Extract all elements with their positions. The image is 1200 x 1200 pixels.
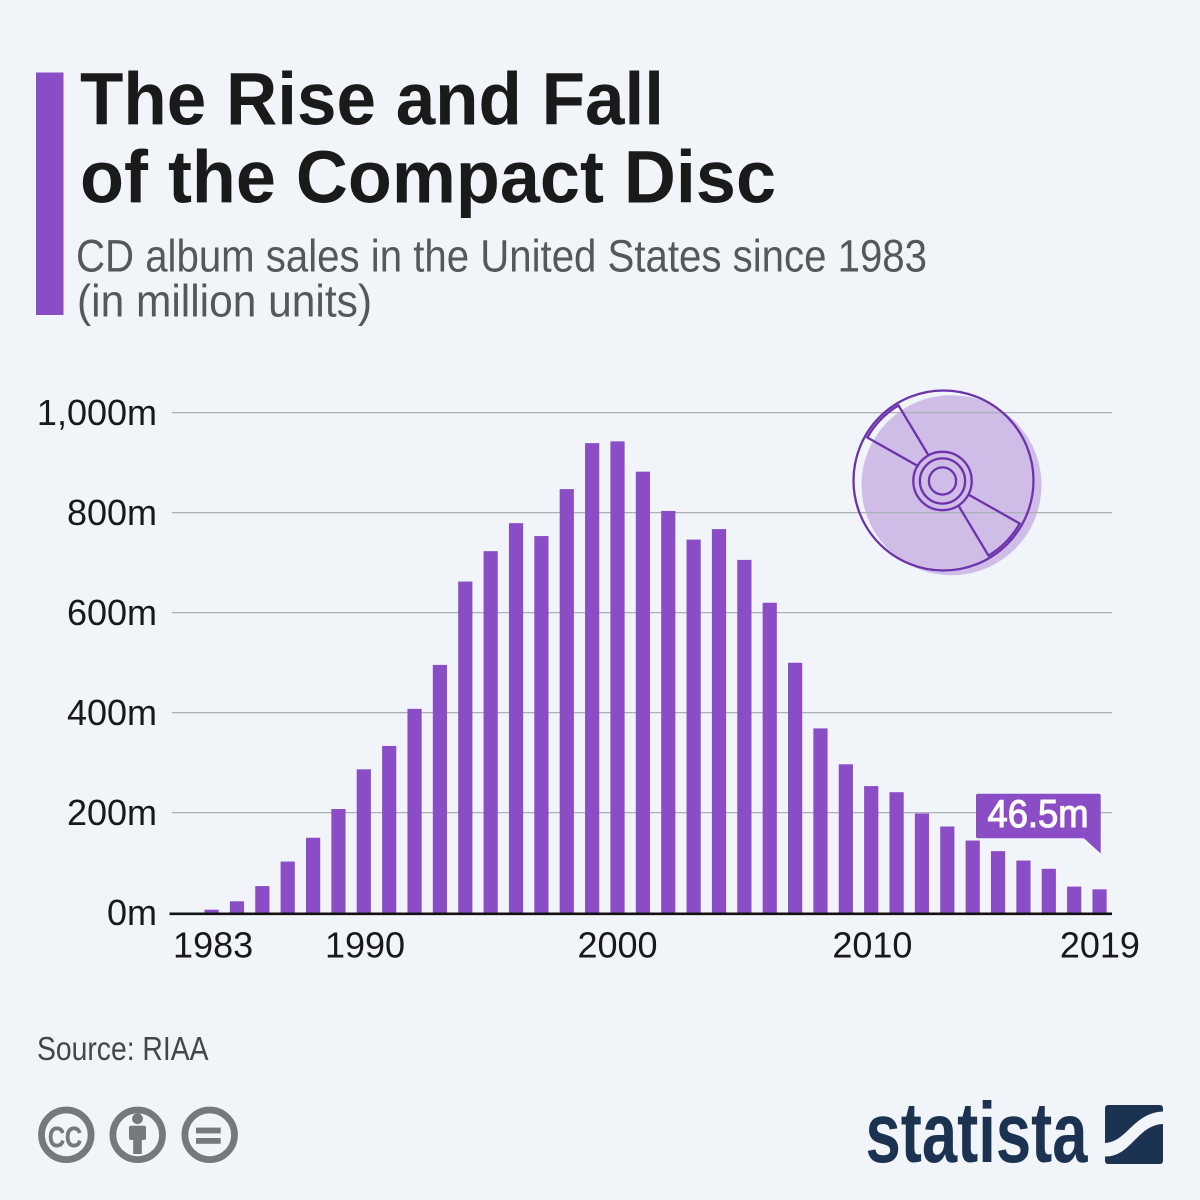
svg-text:400m: 400m [67, 692, 157, 733]
svg-text:1983: 1983 [173, 925, 253, 966]
svg-text:CD album sales in the United S: CD album sales in the United States sinc… [76, 231, 927, 282]
svg-text:CC: CC [48, 1122, 82, 1154]
svg-text:(in million units): (in million units) [77, 276, 372, 327]
svg-text:The Rise and Fall: The Rise and Fall [80, 58, 664, 141]
svg-text:Source: RIAA: Source: RIAA [37, 1030, 209, 1067]
svg-text:600m: 600m [67, 592, 157, 633]
svg-text:1990: 1990 [325, 925, 405, 966]
svg-text:statista: statista [866, 1086, 1089, 1181]
svg-text:2010: 2010 [832, 925, 912, 966]
svg-text:2000: 2000 [577, 925, 657, 966]
svg-text:2019: 2019 [1060, 925, 1140, 966]
svg-text:of the Compact Disc: of the Compact Disc [80, 136, 776, 219]
svg-text:1,000m: 1,000m [37, 392, 157, 433]
svg-text:0m: 0m [107, 892, 157, 933]
svg-text:200m: 200m [67, 792, 157, 833]
svg-text:46.5m: 46.5m [988, 793, 1089, 836]
svg-text:800m: 800m [67, 492, 157, 533]
